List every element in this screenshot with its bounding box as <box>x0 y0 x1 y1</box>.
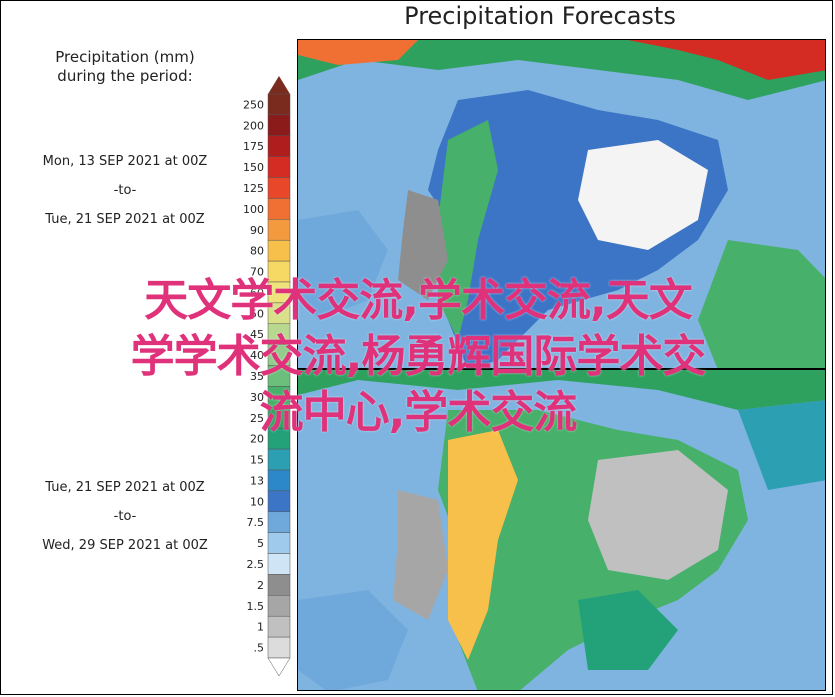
watermark-text: 天文学术交流,学术交流,天文 学学术交流,杨勇辉国际学术交 流中心,学术交流 <box>18 273 818 441</box>
scale-tick-label: .5 <box>254 642 265 655</box>
scale-tick-label: 20 <box>250 433 264 446</box>
scale-swatch-20 <box>267 511 291 533</box>
andes-precip-2 <box>448 430 518 660</box>
dry-region-1 <box>578 140 708 250</box>
scale-tick-label: 35 <box>250 370 264 383</box>
scale-tick-label: 125 <box>243 182 264 195</box>
andes-precip-1 <box>438 120 498 340</box>
scale-tick-label: 80 <box>250 245 264 258</box>
scale-swatch-3 <box>267 156 291 178</box>
coastal-dry-2 <box>393 490 448 620</box>
scale-swatch-2 <box>267 135 291 157</box>
scale-tick-label: 2.5 <box>247 558 265 571</box>
scale-swatch-22 <box>267 553 291 575</box>
scale-tick-label: 45 <box>250 328 264 341</box>
scale-tick-label: 5 <box>257 537 264 550</box>
scale-swatch-6 <box>267 219 291 241</box>
scale-tick-label: 250 <box>243 98 264 111</box>
scale-swatch-0 <box>267 93 291 116</box>
period-1-end: Tue, 21 SEP 2021 at 00Z <box>45 212 205 227</box>
southeast-precip-1 <box>698 240 825 368</box>
legend-title-line1: Precipitation (mm) <box>55 48 195 66</box>
dry-region-2 <box>588 450 728 580</box>
period-2-to: -to- <box>113 509 137 524</box>
period-1: Mon, 13 SEP 2021 at 00Z -to- Tue, 21 SEP… <box>10 147 240 234</box>
scale-tick-label: 100 <box>243 203 264 216</box>
scale-swatch-23 <box>267 574 291 596</box>
scale-tick-label: 60 <box>250 286 264 299</box>
scale-tick-label: 10 <box>250 495 264 508</box>
scale-tick-label: 7.5 <box>247 516 265 529</box>
map-period-1 <box>297 39 826 369</box>
period-1-start: Mon, 13 SEP 2021 at 00Z <box>42 154 208 169</box>
southeast-precip-2 <box>578 590 678 670</box>
map-period-1-svg <box>298 40 825 368</box>
color-scale-svg: 2502001751501251009080706050454035302520… <box>243 76 291 676</box>
legend-title-line2: during the period: <box>57 67 193 85</box>
scale-tick-label: 40 <box>250 349 264 362</box>
scale-swatch-18 <box>267 469 291 492</box>
period-2-start: Tue, 21 SEP 2021 at 00Z <box>45 480 205 495</box>
scale-tick-label: 1.5 <box>247 600 265 613</box>
period-1-to: -to- <box>113 183 137 198</box>
scale-tick-label: 13 <box>250 474 264 487</box>
scale-tick-label: 200 <box>243 119 264 132</box>
figure-title: Precipitation Forecasts <box>404 2 676 30</box>
period-2-end: Wed, 29 SEP 2021 at 00Z <box>42 538 208 553</box>
scale-swatch-25 <box>267 615 291 638</box>
precip-band-north <box>298 40 825 100</box>
scale-tick-label: 90 <box>250 224 264 237</box>
scale-tick-label: 150 <box>243 161 264 174</box>
scale-tick-label: 15 <box>250 454 264 467</box>
scale-tick-label: 175 <box>243 140 264 153</box>
color-scale: 250 200 175 150 125 100 90 80 70 60 50 45 40 35 30 25 20… <box>232 76 294 676</box>
scale-tick-label: 25 <box>250 412 264 425</box>
watermark-line2: 学学术交流,杨勇辉国际学术交 <box>130 331 707 382</box>
scale-swatch-19 <box>267 490 291 513</box>
coastal-dry-1 <box>398 190 448 300</box>
precip-heavy-northwest <box>298 40 418 65</box>
pacific-band-1 <box>298 210 388 320</box>
scale-swatch-17 <box>267 448 291 471</box>
period-2: Tue, 21 SEP 2021 at 00Z -to- Wed, 29 SEP… <box>10 473 240 560</box>
scale-tick-label: 70 <box>250 266 264 279</box>
map-period-2 <box>297 369 826 691</box>
east-precip-2 <box>738 400 825 490</box>
scale-top-arrow <box>268 76 290 94</box>
precip-band-north <box>298 370 825 410</box>
scale-swatch-26 <box>267 636 291 659</box>
map-period-2-svg <box>298 370 825 690</box>
precip-heavy-northeast <box>628 40 825 80</box>
scale-tick-label: 50 <box>250 307 264 320</box>
scale-tick-label: 2 <box>257 579 264 592</box>
scale-swatch-5 <box>267 198 291 220</box>
scale-swatch-4 <box>267 177 291 199</box>
watermark-line3: 流中心,学术交流 <box>259 387 578 438</box>
scale-tick-label: 30 <box>250 391 264 404</box>
scale-swatch-21 <box>267 532 291 554</box>
legend-title: Precipitation (mm) during the period: <box>20 48 230 86</box>
watermark-line1: 天文学术交流,学术交流,天文 <box>144 275 692 326</box>
scale-bottom-arrow <box>267 657 291 676</box>
scale-swatch-24 <box>267 595 291 617</box>
scale-tick-label: 1 <box>257 621 264 634</box>
scale-swatch-7 <box>267 239 291 262</box>
scale-swatch-1 <box>267 114 291 137</box>
pacific-band-2 <box>298 590 408 690</box>
